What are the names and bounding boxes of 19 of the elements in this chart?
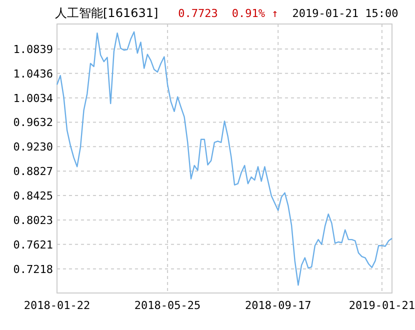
y-tick-label: 0.8023	[13, 214, 53, 227]
y-tick-label: 1.0436	[13, 67, 53, 80]
y-tick-label: 0.7218	[13, 262, 53, 276]
x-tick-label: 2018-05-25	[134, 299, 201, 312]
y-tick-label: 0.9230	[13, 140, 53, 154]
y-tick-label: 1.0839	[13, 42, 53, 56]
y-tick-label: 0.7621	[13, 238, 53, 252]
y-tick-label: 1.0034	[13, 92, 54, 105]
text: 2019-01-21 15:00	[292, 7, 398, 20]
x-tick-label: 2018-01-22	[24, 299, 90, 312]
text: 0.91% ↑	[232, 7, 278, 20]
line-series	[56, 31, 393, 286]
text: 0.7723	[178, 7, 218, 20]
y-tick-label: 0.8425	[13, 190, 53, 203]
y-tick-label: 0.9632	[13, 116, 53, 130]
y-tick-label: 0.8827	[13, 165, 53, 178]
chart-title: 人工智能[161631]	[55, 6, 158, 20]
x-tick-label: 2018-09-17	[244, 299, 312, 312]
x-tick-label: 2019-01-21	[348, 299, 415, 312]
